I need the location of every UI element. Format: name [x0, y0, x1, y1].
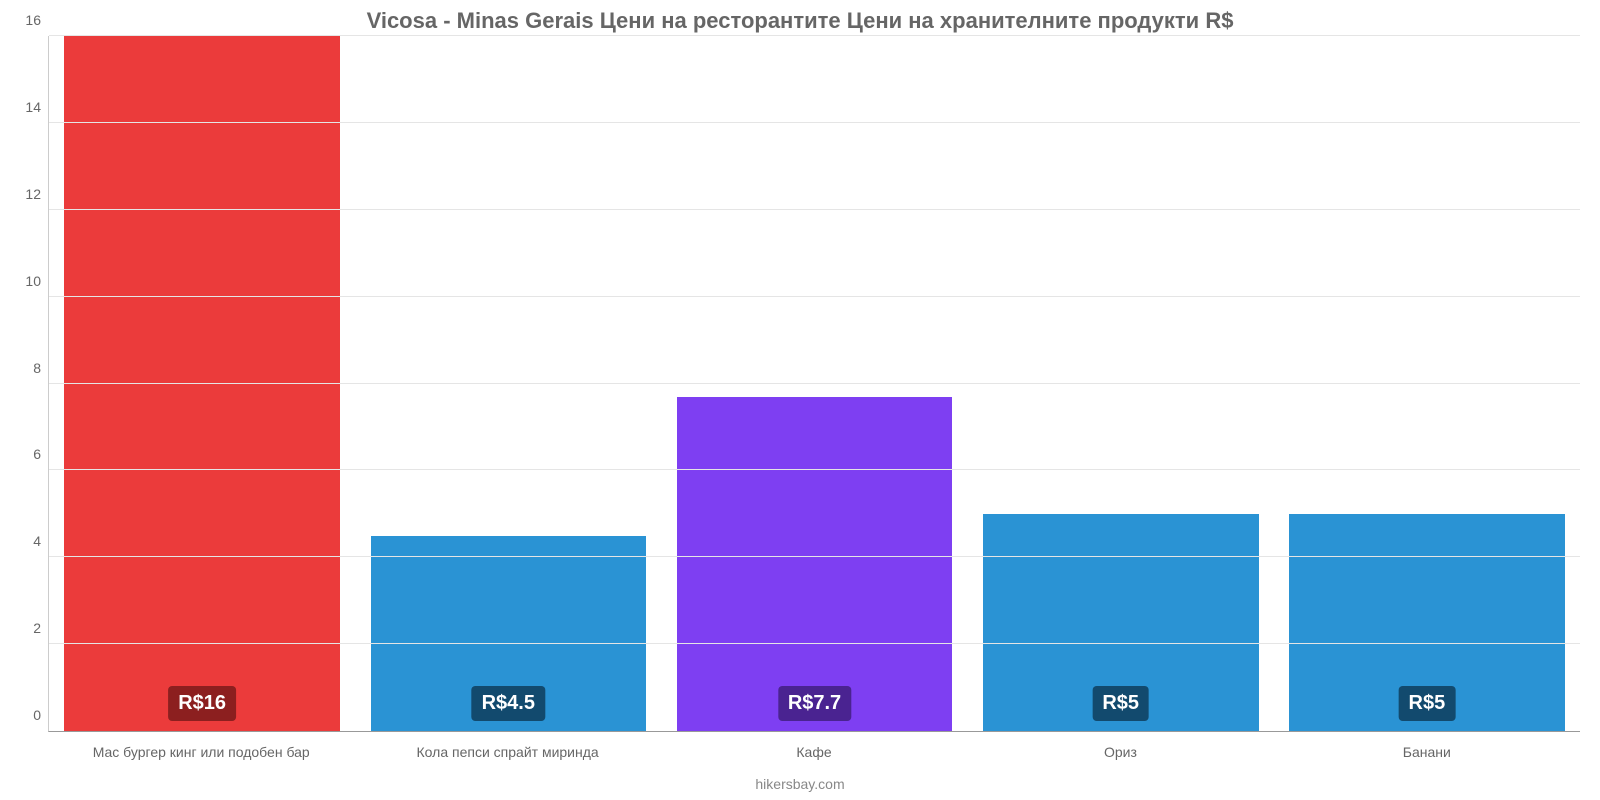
gridline [49, 35, 1580, 36]
y-tick-label: 10 [25, 273, 49, 289]
value-badge: R$7.7 [778, 686, 851, 721]
bar-slot: R$7.7 [661, 36, 967, 731]
bars-container: R$16 R$4.5 R$7.7 R$5 R$5 [49, 36, 1580, 731]
gridline [49, 469, 1580, 470]
bar: R$16 [64, 36, 340, 731]
y-tick-label: 4 [33, 533, 49, 549]
gridline [49, 296, 1580, 297]
x-tick-label: Кафе [661, 744, 967, 760]
y-tick-label: 16 [25, 12, 49, 28]
bar-slot: R$5 [968, 36, 1274, 731]
value-badge: R$16 [168, 686, 236, 721]
bar-slot: R$16 [49, 36, 355, 731]
gridline [49, 556, 1580, 557]
x-tick-label: Мас бургер кинг или подобен бар [48, 744, 354, 760]
bar: R$4.5 [371, 536, 647, 731]
y-tick-label: 14 [25, 99, 49, 115]
bar: R$5 [983, 514, 1259, 731]
x-tick-label: Ориз [967, 744, 1273, 760]
y-tick-label: 8 [33, 360, 49, 376]
chart-title: Vicosa - Minas Gerais Цени на ресторанти… [0, 8, 1600, 34]
y-tick-label: 6 [33, 446, 49, 462]
value-badge: R$5 [1399, 686, 1456, 721]
bar: R$5 [1289, 514, 1565, 731]
bar-slot: R$4.5 [355, 36, 661, 731]
plot-area: R$16R$4.5R$7.7R$5R$5 0246810121416 [48, 36, 1580, 732]
bar: R$7.7 [677, 397, 953, 731]
x-tick-label: Кола пепси спрайт миринда [354, 744, 660, 760]
x-axis-labels: Мас бургер кинг или подобен барКола пепс… [48, 744, 1580, 760]
gridline [49, 383, 1580, 384]
x-tick-label: Банани [1274, 744, 1580, 760]
y-tick-label: 12 [25, 186, 49, 202]
value-badge: R$4.5 [472, 686, 545, 721]
price-bar-chart: Vicosa - Minas Gerais Цени на ресторанти… [0, 0, 1600, 800]
bar-slot: R$5 [1274, 36, 1580, 731]
chart-credit: hikersbay.com [0, 776, 1600, 792]
value-badge: R$5 [1092, 686, 1149, 721]
gridline [49, 209, 1580, 210]
gridline [49, 122, 1580, 123]
y-tick-label: 2 [33, 620, 49, 636]
gridline [49, 643, 1580, 644]
y-tick-label: 0 [33, 707, 49, 723]
